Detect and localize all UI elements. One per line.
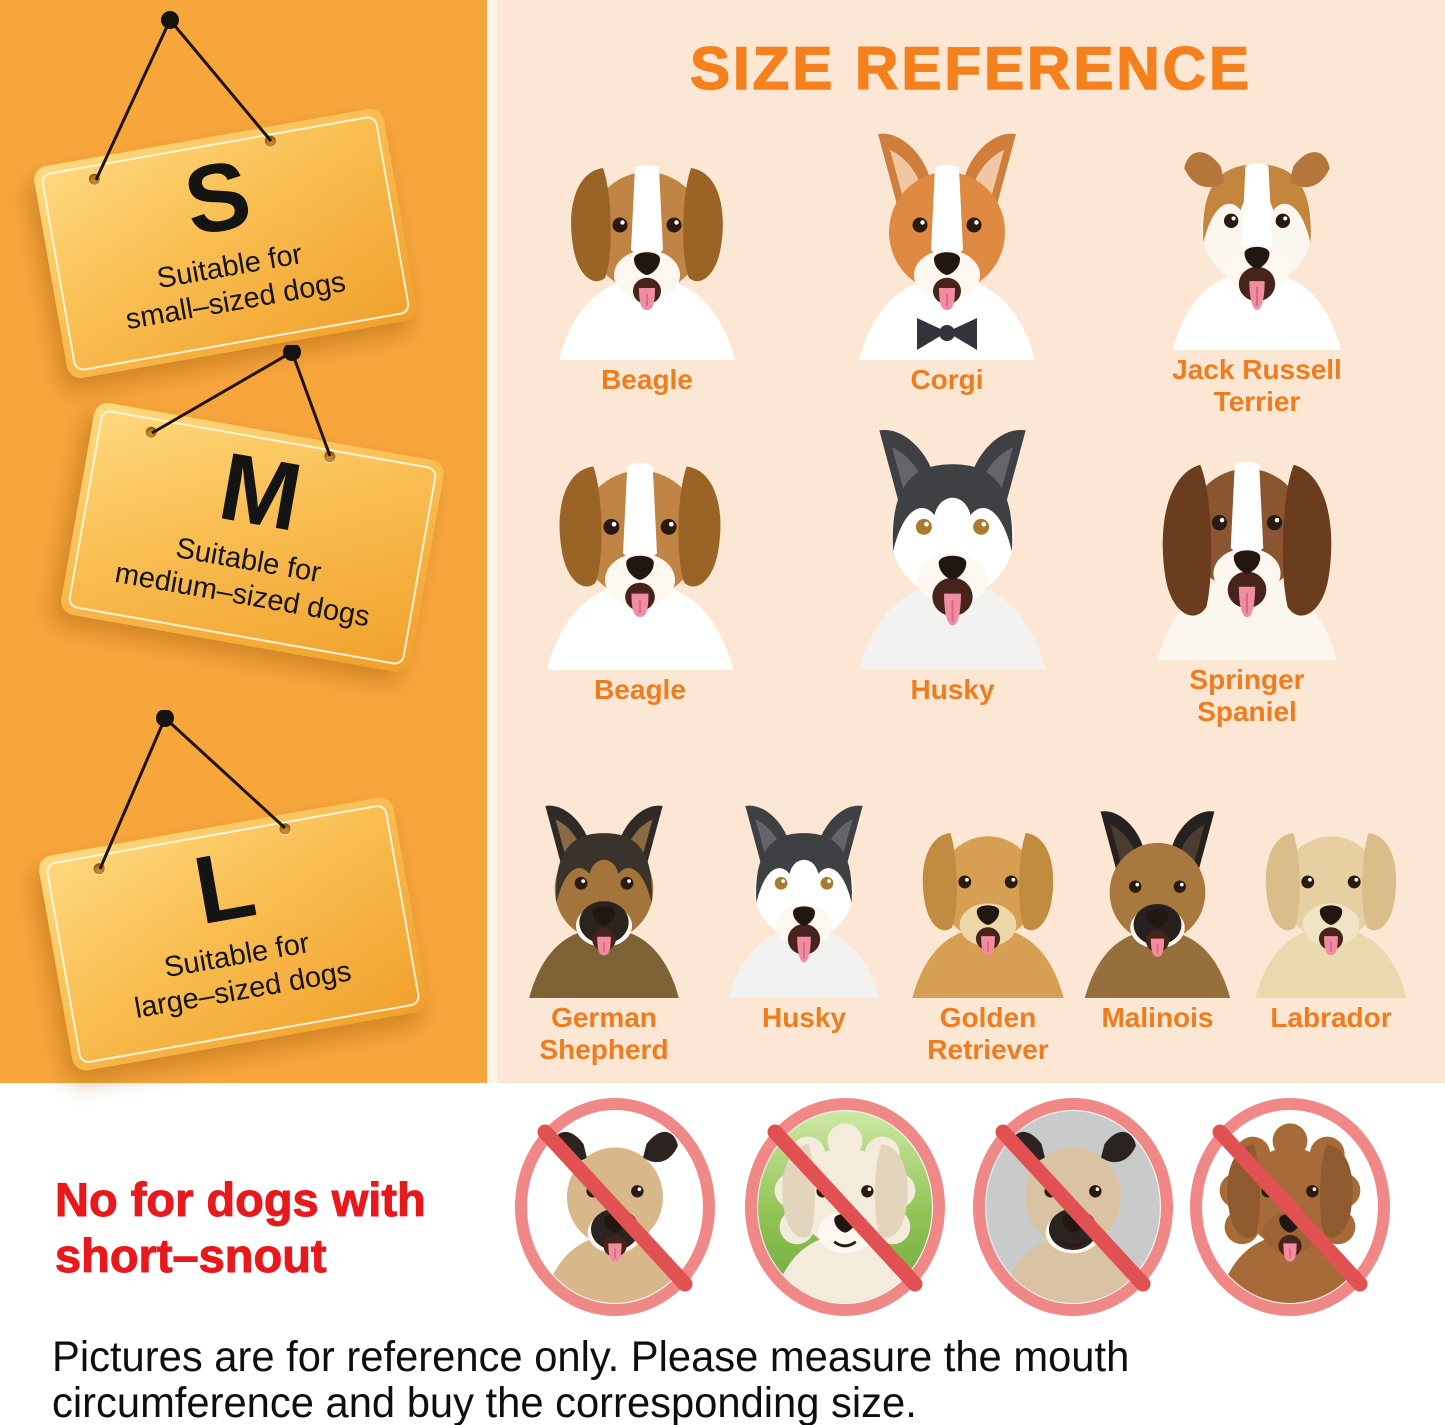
dog-card-springer-spaniel: Springer Spaniel — [1142, 424, 1352, 728]
pug-closeup-photo — [986, 1111, 1160, 1303]
beagle-photo — [522, 128, 772, 360]
size-tag-l: L Suitable for large–sized dogs — [25, 710, 465, 1092]
dog-card-jack-russell: Jack Russell Terrier — [1152, 128, 1362, 418]
dog-card-malinois: Malinois — [1075, 766, 1240, 1034]
size-tag-l-card: L Suitable for large–sized dogs — [36, 795, 430, 1073]
banned-dog-fluffy-puppy — [745, 1098, 945, 1316]
dog-label: Corgi — [910, 364, 984, 395]
dog-label: Malinois — [1101, 1002, 1214, 1033]
tag-hole — [323, 450, 337, 464]
dog-card-corgi: Corgi — [842, 128, 1052, 396]
footer-caption: Pictures are for reference only. Please … — [52, 1333, 1130, 1425]
fluffy-puppy-photo — [758, 1111, 932, 1303]
golden-retriever-photo — [902, 766, 1074, 998]
beagle-photo — [520, 424, 760, 670]
springer-spaniel-photo — [1142, 424, 1352, 660]
size-reference-panel: SIZE REFERENCE Beagle Corgi Jack Russell… — [497, 0, 1445, 1083]
labrador-photo — [1245, 766, 1417, 998]
pug-photo — [528, 1111, 702, 1303]
size-letter-m: M — [211, 432, 310, 552]
dog-card-golden-retriever: Golden Retriever — [902, 766, 1074, 1066]
dog-label: Labrador — [1270, 1002, 1392, 1033]
tag-hole — [92, 862, 106, 876]
tag-hole — [87, 172, 101, 186]
dog-label: Husky — [761, 1002, 847, 1033]
banned-dog-pug — [515, 1098, 715, 1316]
size-letter-s: S — [176, 139, 259, 257]
dog-card-beagle-m: Beagle — [520, 424, 760, 706]
banned-dog-toy-poodle — [1190, 1098, 1390, 1316]
corgi-photo — [842, 128, 1052, 360]
toy-poodle-photo — [1203, 1111, 1377, 1303]
size-tag-s-card: S Suitable for small–sized dogs — [32, 106, 419, 381]
dog-label: Beagle — [594, 674, 686, 705]
dog-label: Husky — [910, 674, 995, 705]
banned-dog-pug-closeup — [973, 1098, 1173, 1316]
dog-label: Beagle — [601, 364, 693, 395]
husky-photo — [719, 766, 889, 998]
size-tag-m-card: M Suitable for medium–sized dogs — [59, 400, 446, 675]
page-title: SIZE REFERENCE — [689, 34, 1253, 103]
dog-card-husky-m: Husky — [840, 424, 1065, 706]
dog-card-husky-l: Husky — [719, 766, 889, 1034]
dog-card-beagle-s: Beagle — [522, 128, 772, 396]
dog-card-labrador: Labrador — [1245, 766, 1417, 1034]
size-tag-m: M Suitable for medium–sized dogs — [40, 345, 470, 735]
panel-divider — [487, 0, 497, 1083]
size-letter-l: L — [186, 829, 263, 946]
husky-photo — [840, 424, 1065, 670]
tag-hole — [278, 822, 292, 836]
dog-label: Golden Retriever — [927, 1002, 1049, 1066]
dog-card-german-shepherd: German Shepherd — [519, 766, 689, 1066]
tag-hole — [264, 134, 277, 148]
dog-label: German Shepherd — [539, 1002, 669, 1066]
german-shepherd-photo — [519, 766, 689, 998]
dog-label: Springer Spaniel — [1189, 664, 1305, 728]
short-snout-warning: No for dogs with short–snout — [55, 1172, 427, 1283]
tag-hole — [144, 425, 158, 439]
size-tag-s: S Suitable for small–sized dogs — [30, 6, 460, 388]
jack-russell-photo — [1152, 128, 1362, 350]
dog-label: Jack Russell Terrier — [1172, 354, 1342, 418]
malinois-photo — [1075, 766, 1240, 998]
